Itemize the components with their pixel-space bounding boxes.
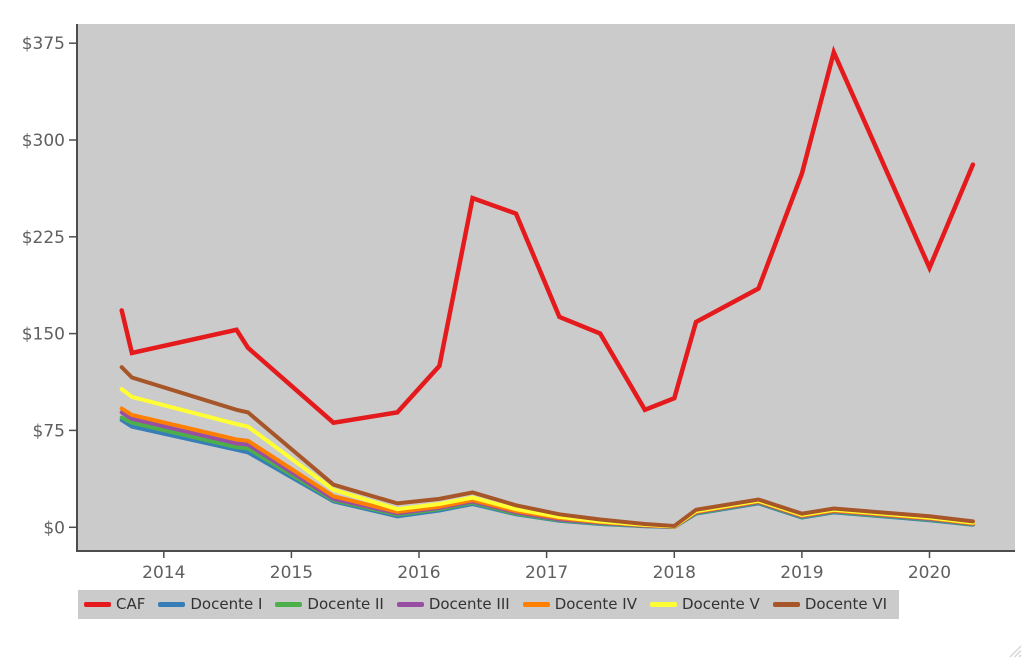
legend-swatch-docente-vi bbox=[772, 602, 800, 607]
x-tick-label: 2019 bbox=[780, 563, 823, 583]
legend-label-caf: CAF bbox=[116, 595, 146, 613]
legend-item-docente-iv[interactable]: Docente IV bbox=[522, 595, 637, 613]
legend-swatch-docente-i bbox=[158, 602, 186, 607]
x-tick-label: 2014 bbox=[142, 563, 185, 583]
legend-item-docente-vi[interactable]: Docente VI bbox=[772, 595, 888, 613]
legend-label-docente-iii: Docente III bbox=[428, 595, 510, 613]
series-line-docente-vi bbox=[119, 365, 975, 529]
legend-item-docente-v[interactable]: Docente V bbox=[649, 595, 760, 613]
y-tick-label: $300 bbox=[22, 131, 65, 151]
legend-item-caf[interactable]: CAF bbox=[84, 597, 145, 612]
x-tick-label: 2017 bbox=[525, 563, 568, 583]
legend-swatch-docente-v bbox=[649, 602, 677, 607]
chart-legend: CAF Docente I Docente II Docente III Doc… bbox=[78, 590, 900, 619]
legend-label-docente-iv: Docente IV bbox=[554, 595, 637, 613]
legend-label-docente-v: Docente V bbox=[681, 595, 760, 613]
legend-swatch-caf bbox=[84, 602, 111, 607]
x-tick-label: 2015 bbox=[270, 563, 313, 583]
legend-label-docente-ii: Docente II bbox=[307, 595, 384, 613]
resize-grip-icon[interactable] bbox=[1008, 644, 1022, 658]
series-line-caf bbox=[119, 45, 976, 426]
legend-item-docente-ii[interactable]: Docente II bbox=[275, 595, 384, 613]
y-tick-label: $225 bbox=[22, 228, 65, 248]
y-tick-label: $0 bbox=[43, 518, 65, 538]
legend-label-docente-i: Docente I bbox=[190, 595, 263, 613]
legend-swatch-docente-iii bbox=[396, 602, 424, 607]
y-tick-label: $150 bbox=[22, 325, 65, 345]
x-tick-label: 2016 bbox=[397, 563, 440, 583]
legend-swatch-docente-iv bbox=[522, 602, 550, 607]
y-tick-label: $75 bbox=[33, 421, 65, 441]
legend-label-docente-vi: Docente VI bbox=[804, 595, 888, 613]
y-tick-label: $375 bbox=[22, 34, 65, 54]
legend-item-docente-i[interactable]: Docente I bbox=[158, 597, 262, 612]
legend-swatch-docente-ii bbox=[275, 602, 303, 607]
legend-item-docente-iii[interactable]: Docente III bbox=[396, 595, 510, 613]
x-tick-label: 2020 bbox=[908, 563, 951, 583]
x-tick-label: 2018 bbox=[653, 563, 696, 583]
